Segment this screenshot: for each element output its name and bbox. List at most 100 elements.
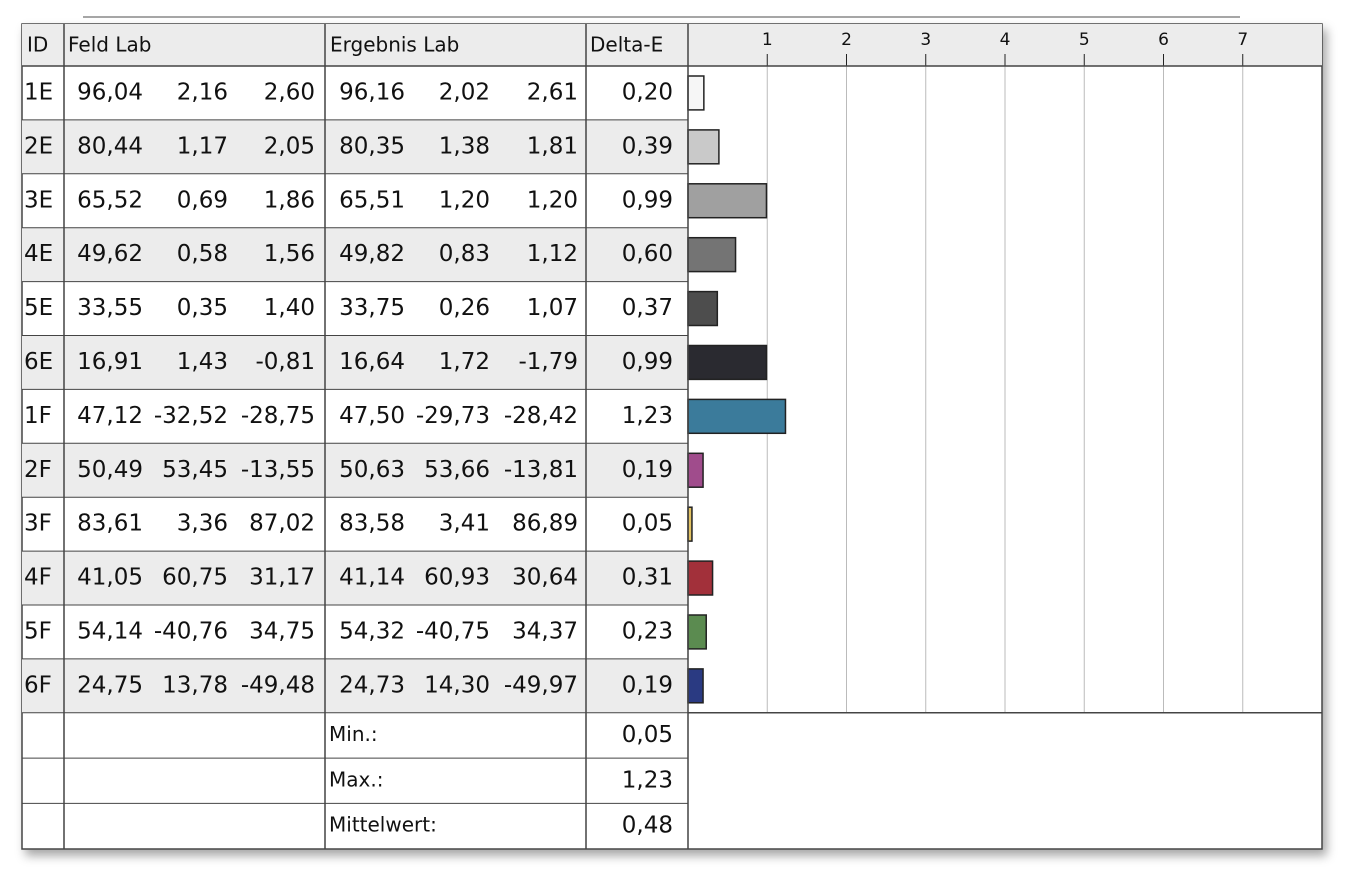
feld-value: 65,52: [77, 187, 143, 213]
feld-value: 1,86: [264, 187, 315, 213]
ergebnis-value: 0,26: [439, 295, 490, 321]
ergebnis-value: -28,42: [504, 403, 578, 429]
delta-e-value: 0,39: [622, 133, 673, 159]
ergebnis-value: 1,81: [527, 133, 578, 159]
ergebnis-value: -49,97: [504, 672, 578, 698]
feld-value: 41,05: [77, 565, 143, 591]
ergebnis-value: 30,64: [512, 565, 578, 591]
feld-value: 2,16: [177, 79, 228, 105]
tick-label: 6: [1158, 30, 1169, 50]
delta-e-value: 0,20: [622, 79, 673, 105]
feld-value: 80,44: [77, 133, 143, 159]
delta-e-value: 1,23: [622, 403, 673, 429]
feld-value: 83,61: [77, 511, 143, 537]
delta-e-value: 0,37: [622, 295, 673, 321]
ergebnis-value: 1,07: [527, 295, 578, 321]
feld-value: 24,75: [77, 672, 143, 698]
delta-e-value: 0,05: [622, 511, 673, 537]
row-bg: [22, 227, 688, 282]
delta-e-value: 0,60: [622, 241, 673, 267]
row-bg: [22, 119, 688, 174]
ergebnis-value: 47,50: [339, 403, 405, 429]
feld-value: 87,02: [249, 511, 315, 537]
feld-value: 49,62: [77, 241, 143, 267]
ergebnis-value: 24,73: [339, 672, 405, 698]
ergebnis-value: 34,37: [512, 618, 578, 644]
feld-value: 96,04: [77, 79, 143, 105]
delta-e-value: 0,99: [622, 349, 673, 375]
tick-label: 3: [920, 30, 931, 50]
ergebnis-value: 1,20: [439, 187, 490, 213]
delta-e-bar: [687, 75, 705, 111]
row-id: 5F: [24, 618, 52, 644]
row-bg: [22, 443, 688, 498]
row-id: 6F: [24, 672, 52, 698]
summary-value: 0,48: [622, 813, 673, 839]
ergebnis-value: -1,79: [518, 349, 578, 375]
row-id: 2F: [24, 457, 52, 483]
ergebnis-value: -40,75: [416, 618, 490, 644]
row-bg: [22, 335, 688, 390]
tick-label: 4: [1000, 30, 1011, 50]
delta-e-bar: [687, 183, 768, 219]
ergebnis-value: 83,58: [339, 511, 405, 537]
feld-value: -49,48: [241, 672, 315, 698]
summary-value: 0,05: [622, 722, 673, 748]
summary-label: Min.:: [329, 722, 378, 746]
ergebnis-value: 0,83: [439, 241, 490, 267]
ergebnis-value: 2,02: [439, 79, 490, 105]
delta-e-bar: [687, 129, 720, 165]
feld-value: 2,05: [264, 133, 315, 159]
summary-label: Mittelwert:: [329, 813, 437, 837]
ergebnis-value: 33,75: [339, 295, 405, 321]
tick-label: 2: [841, 30, 852, 50]
row-bg: [22, 551, 688, 605]
feld-value: 1,43: [177, 349, 228, 375]
ergebnis-value: 53,66: [424, 457, 490, 483]
ergebnis-value: 14,30: [424, 672, 490, 698]
feld-value: 2,60: [264, 79, 315, 105]
delta-e-bar: [687, 236, 737, 273]
ergebnis-value: 1,20: [527, 187, 578, 213]
feld-value: 53,45: [162, 457, 228, 483]
feld-value: 0,35: [177, 295, 228, 321]
ergebnis-value: 86,89: [512, 511, 578, 537]
feld-value: -13,55: [241, 457, 315, 483]
tick-label: 1: [762, 30, 773, 50]
delta-e-bar: [687, 668, 704, 704]
feld-value: 31,17: [249, 565, 315, 591]
ergebnis-value: 1,38: [439, 133, 490, 159]
feld-value: 54,14: [77, 618, 143, 644]
ergebnis-value: 1,12: [527, 241, 578, 267]
ergebnis-value: 1,72: [439, 349, 490, 375]
row-id: 4E: [24, 241, 53, 267]
delta-e-value: 0,31: [622, 565, 673, 591]
feld-value: 0,58: [177, 241, 228, 267]
row-id: 4F: [24, 565, 52, 591]
header-bg: [22, 24, 1322, 66]
feld-value: 60,75: [162, 565, 228, 591]
feld-value: 1,40: [264, 295, 315, 321]
ergebnis-value: 2,61: [527, 79, 578, 105]
feld-value: -40,76: [154, 618, 228, 644]
delta-e-bar: [687, 452, 704, 488]
feld-value: -28,75: [241, 403, 315, 429]
row-bg: [22, 658, 688, 713]
delta-e-bar: [687, 560, 714, 596]
column-header: Ergebnis Lab: [330, 33, 459, 57]
row-id: 2E: [24, 133, 53, 159]
summary-value: 1,23: [622, 767, 673, 793]
tick-label: 5: [1079, 30, 1090, 50]
row-id: 3F: [24, 511, 52, 537]
row-id: 3E: [24, 187, 53, 213]
row-id: 1F: [24, 403, 52, 429]
delta-e-bar: [687, 398, 787, 435]
ergebnis-value: 50,63: [339, 457, 405, 483]
ergebnis-value: 3,41: [439, 511, 490, 537]
column-header: Delta-E: [590, 33, 663, 57]
feld-value: 3,36: [177, 511, 228, 537]
feld-value: 34,75: [249, 618, 315, 644]
row-id: 5E: [24, 295, 53, 321]
ergebnis-value: 16,64: [339, 349, 405, 375]
